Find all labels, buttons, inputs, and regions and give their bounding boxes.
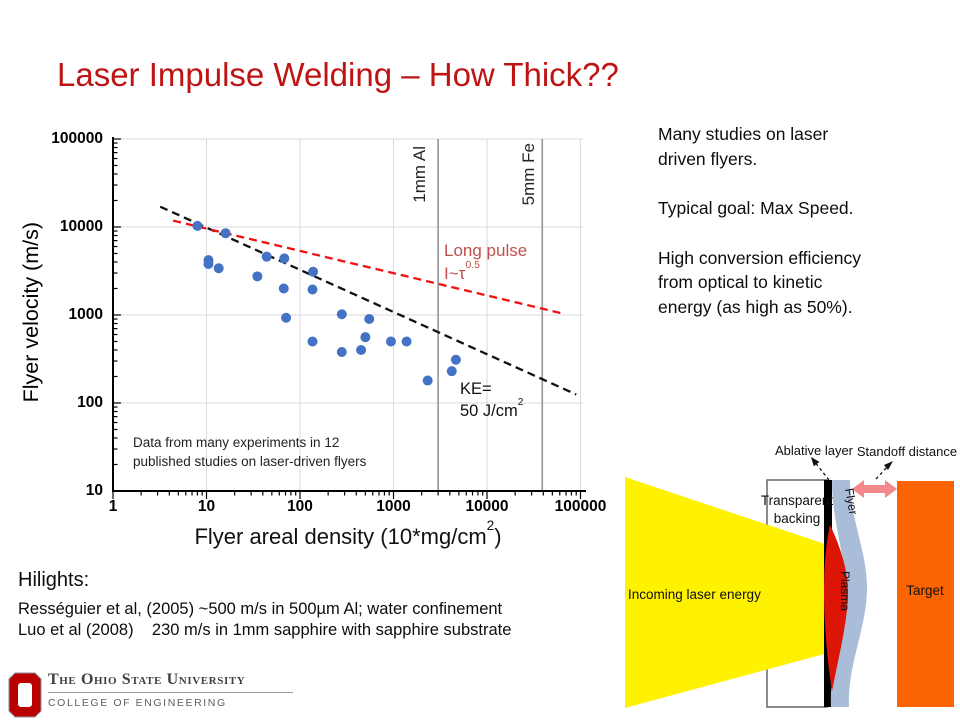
marker-label-1mm-al: 1mm Al bbox=[410, 146, 429, 203]
paragraph-many-studies: Many studies on laser driven flyers. bbox=[658, 124, 829, 169]
chart-note: Data from many experiments in 12 publish… bbox=[133, 435, 367, 469]
trend-line bbox=[172, 219, 562, 315]
data-point bbox=[261, 251, 272, 262]
data-point bbox=[336, 346, 347, 357]
data-point bbox=[278, 283, 289, 294]
long-pulse-annotation: Long pulse I~τ0.5 bbox=[444, 241, 528, 283]
page-title: Laser Impulse Welding – How Thick?? bbox=[57, 56, 619, 94]
flyer-label: Flyer bbox=[842, 487, 860, 516]
trend-line bbox=[159, 205, 577, 396]
paragraph-conversion-efficiency: High conversion efficiency from optical … bbox=[658, 247, 861, 317]
data-point bbox=[281, 312, 292, 323]
data-point bbox=[252, 271, 263, 282]
block-o-counter bbox=[18, 683, 32, 707]
footer-text: The Ohio State University COLLEGE OF ENG… bbox=[48, 671, 293, 709]
y-axis-title: Flyer velocity (m/s) bbox=[19, 222, 43, 403]
data-point bbox=[446, 366, 457, 377]
paragraph-typical-goal: Typical goal: Max Speed. bbox=[658, 198, 854, 218]
ablative-layer-label: Ablative layer bbox=[775, 443, 854, 458]
marker-label-5mm-fe: 5mm Fe bbox=[519, 143, 538, 206]
hilights-block: Hilights: Rességuier et al, (2005) ~500 … bbox=[18, 569, 618, 640]
hilights-heading: Hilights: bbox=[18, 569, 90, 591]
plasma-label: Plasma bbox=[838, 571, 852, 611]
college-name: COLLEGE OF ENGINEERING bbox=[48, 697, 227, 709]
plot-area bbox=[112, 137, 586, 499]
incoming-laser-label: Incoming laser energy bbox=[628, 587, 761, 602]
ke-annotation: KE= 50 J/cm2 bbox=[460, 380, 524, 420]
data-point bbox=[422, 375, 433, 386]
data-point bbox=[220, 228, 231, 239]
x-axis-title: Flyer areal density (10*mg/cm2) bbox=[194, 517, 502, 549]
x-tick-label: 100 bbox=[287, 498, 313, 515]
plasma-blob bbox=[824, 525, 848, 691]
data-point bbox=[450, 354, 461, 365]
x-tick-label: 10 bbox=[197, 498, 216, 515]
x-tick-label: 100000 bbox=[554, 498, 607, 515]
data-point bbox=[307, 336, 318, 347]
y-tick-label: 1000 bbox=[68, 306, 103, 323]
osu-footer: The Ohio State University COLLEGE OF ENG… bbox=[8, 671, 348, 719]
data-point bbox=[336, 309, 347, 320]
data-point bbox=[279, 253, 290, 264]
y-tick-label: 100000 bbox=[51, 130, 103, 147]
target-label: Target bbox=[906, 583, 944, 598]
y-tick-label: 10000 bbox=[59, 218, 103, 235]
data-point bbox=[307, 284, 318, 295]
osu-block-o-logo bbox=[8, 672, 42, 718]
target-block bbox=[897, 481, 954, 707]
data-point bbox=[401, 336, 412, 347]
x-tick-label: 1000 bbox=[376, 498, 411, 515]
data-point bbox=[308, 266, 319, 277]
data-point bbox=[192, 220, 203, 231]
data-point bbox=[203, 258, 214, 269]
x-tick-label: 10000 bbox=[465, 498, 509, 515]
laser-flyer-diagram: Ablative layer Standoff distance Transpa… bbox=[625, 443, 957, 708]
standoff-pointer-arrowhead bbox=[884, 461, 893, 470]
data-point bbox=[385, 336, 396, 347]
data-point bbox=[360, 332, 371, 343]
hilights-line-1: Rességuier et al, (2005) ~500 m/s in 500… bbox=[18, 600, 503, 618]
data-point bbox=[356, 345, 367, 356]
scatter-chart: 100000 10000 1000 100 10 1 10 100 1000 10000 1000… bbox=[15, 110, 645, 580]
data-point bbox=[364, 314, 375, 325]
x-tick-label: 1 bbox=[108, 498, 118, 515]
footer-divider bbox=[48, 692, 293, 693]
right-text-panel: Many studies on laser driven flyers. Typ… bbox=[658, 122, 920, 344]
ablative-pointer-arrowhead bbox=[811, 457, 820, 467]
laser-beam bbox=[625, 477, 828, 708]
standoff-double-arrow bbox=[852, 480, 897, 498]
university-name: The Ohio State University bbox=[48, 671, 246, 688]
y-tick-label: 100 bbox=[77, 394, 103, 411]
transparent-backing-label-line1: Transparent bbox=[761, 493, 834, 508]
standoff-distance-label: Standoff distance bbox=[857, 444, 957, 459]
hilights-line-2: Luo et al (2008) 230 m/s in 1mm sapphire… bbox=[18, 620, 512, 639]
transparent-backing-label-line2: backing bbox=[774, 511, 821, 526]
data-point bbox=[213, 263, 224, 274]
y-tick-label: 10 bbox=[85, 482, 103, 499]
